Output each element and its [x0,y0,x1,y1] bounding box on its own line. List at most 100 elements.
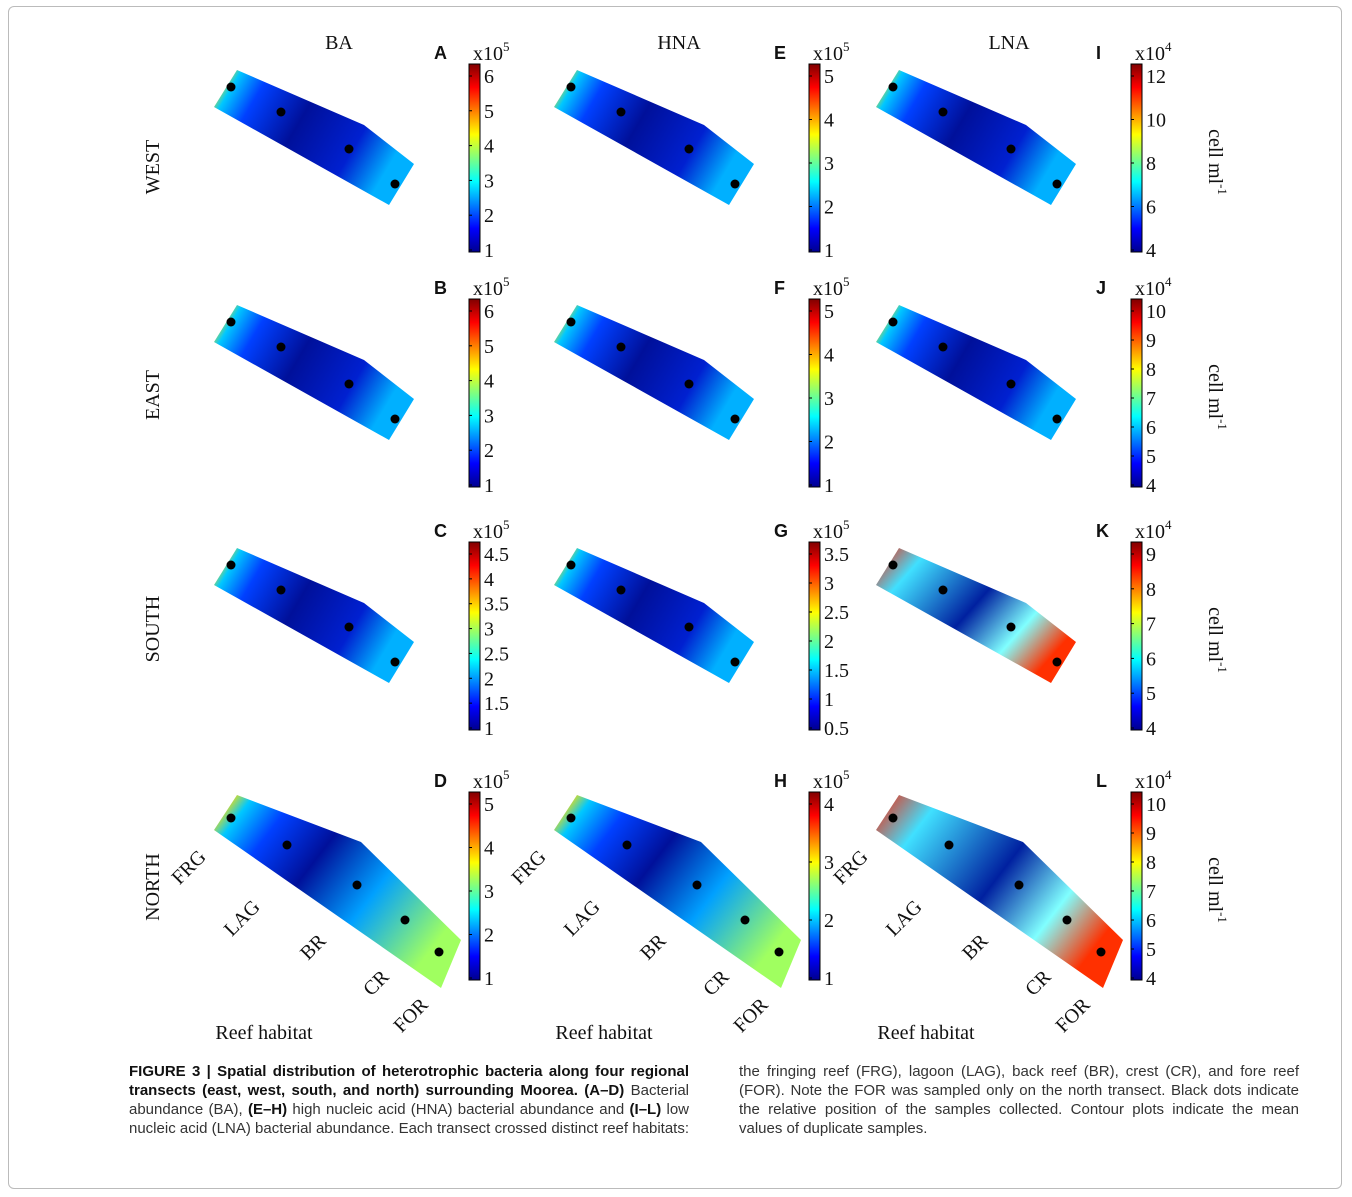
colorbar-tick-label: 1.5 [484,693,509,715]
sample-dot [888,82,898,92]
colorbar-tick-label: 9 [1146,330,1156,352]
panel-letter: K [1096,521,1109,541]
colorbar-tick-label: 4 [484,371,494,393]
column-header: BA [325,32,353,54]
sample-dot [888,317,898,327]
scale-power: 5 [843,39,850,54]
sample-dot [276,342,286,352]
colorbar-tick-label: 7 [1146,614,1156,636]
colorbar-unit: cell ml-1 [1204,129,1230,195]
sample-dot [566,560,576,570]
sample-dot [566,813,576,823]
sample-dot [938,342,948,352]
colorbar-tick-label: 4 [824,794,834,816]
habitat-label: BR [958,930,993,965]
colorbar-tick-label: 1 [484,718,494,740]
colorbar-tick-label: 10 [1146,301,1166,323]
scale-power: 5 [503,39,510,54]
column-header: LNA [988,32,1030,54]
colorbar-tick-label: 5 [484,101,494,123]
contour-plot [876,305,1076,440]
colorbar-tick-label: 7 [1146,388,1156,410]
scale-base: x10 [1135,521,1165,543]
colorbar-tick-label: 1 [824,968,834,990]
colorbar [808,541,821,731]
colorbar-tick-label: 9 [1146,823,1156,845]
sample-dot [1014,880,1024,890]
sample-dot [616,585,626,595]
habitat-label: FOR [389,994,433,1038]
colorbar-scale: x105 [473,517,510,543]
sample-dot [684,144,694,154]
unit-power: -1 [1215,184,1230,195]
sample-dot [1096,947,1106,957]
sample-dot [226,813,236,823]
colorbar-scale: x104 [1135,767,1172,793]
scale-power: 4 [1165,274,1172,289]
colorbar [1130,63,1143,253]
sample-dot [692,880,702,890]
unit-power: -1 [1215,662,1230,673]
sample-dot [622,840,632,850]
sample-dot [684,379,694,389]
contour-plot [554,305,754,440]
sample-dot [226,317,236,327]
colorbar-scale: x105 [813,517,850,543]
unit-base: cell ml [1204,364,1226,419]
habitat-label: FRG [507,846,550,889]
habitat-label: FOR [729,994,773,1038]
caption-text: (I–L) [629,1101,662,1118]
sample-dot [1006,379,1016,389]
colorbar-tick-label: 2.5 [484,643,509,665]
colorbar-tick-label: 2 [824,197,834,219]
colorbar-tick-label: 2 [484,205,494,227]
unit-base: cell ml [1204,857,1226,912]
column-header: HNA [657,32,701,54]
sample-dot [1006,622,1016,632]
colorbar-tick-label: 6 [484,301,494,323]
colorbar-tick-label: 4.5 [484,544,509,566]
x-axis-label: Reef habitat [877,1022,975,1044]
habitat-label: FRG [829,846,872,889]
sample-dot [352,880,362,890]
colorbar-unit: cell ml-1 [1204,857,1230,923]
caption-text: Bacterial abundance (BA), [129,1082,689,1118]
colorbar-tick-label: 5 [484,336,494,358]
sample-dot [938,585,948,595]
colorbar [1130,791,1143,981]
unit-power: -1 [1215,419,1230,430]
sample-dot [730,414,740,424]
colorbar-tick-label: 2 [824,910,834,932]
contour-plot [876,548,1076,683]
panel-letter: E [774,43,786,63]
colorbar-tick-label: 3 [484,405,494,427]
colorbar-tick-label: 8 [1146,359,1156,381]
scale-base: x10 [1135,278,1165,300]
colorbar-tick-label: 3 [484,170,494,192]
habitat-label: FOR [1051,994,1095,1038]
colorbar-tick-label: 4 [1146,968,1156,990]
habitat-label: LAG [882,896,927,941]
colorbar-tick-label: 4 [824,345,834,367]
colorbar-unit: cell ml-1 [1204,364,1230,430]
scale-base: x10 [813,43,843,65]
colorbar-tick-label: 2.5 [824,602,849,624]
sample-dot [1052,414,1062,424]
colorbar-tick-label: 6 [1146,197,1156,219]
sample-dot [888,813,898,823]
colorbar-tick-label: 3.5 [484,594,509,616]
colorbar [468,63,481,253]
sample-dot [730,179,740,189]
colorbar-tick-label: 3 [484,881,494,903]
colorbar-tick-label: 2 [484,668,494,690]
contour-plot [214,548,414,683]
colorbar-scale: x105 [473,767,510,793]
x-axis-label: Reef habitat [215,1022,313,1044]
colorbar-tick-label: 1 [824,475,834,497]
habitat-label: BR [636,930,671,965]
habitat-label: FRG [167,846,210,889]
panel-letter: D [434,771,447,791]
scale-base: x10 [813,771,843,793]
sample-dot [226,560,236,570]
